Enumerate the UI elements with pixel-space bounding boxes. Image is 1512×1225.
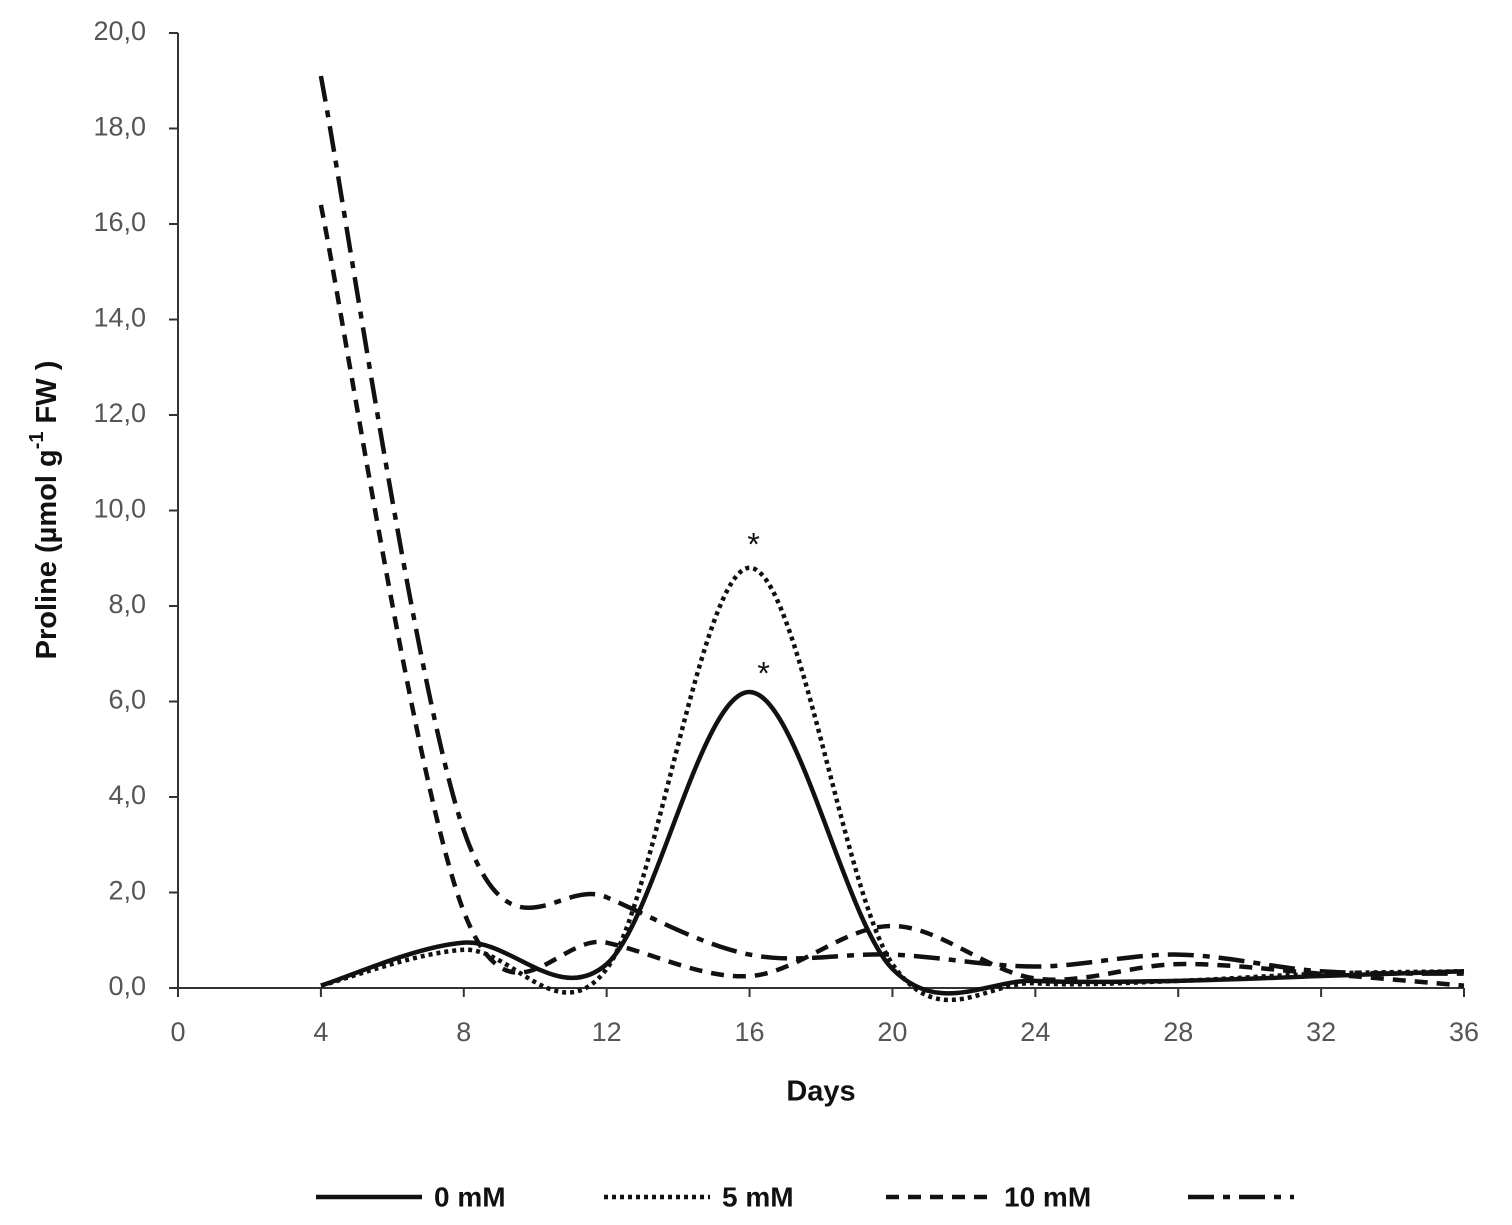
y-tick-label: 20,0 [93, 16, 146, 46]
y-axis-label: Proline (µmol g-1 FW ) [26, 361, 62, 660]
series-line [318, 75, 1465, 976]
legend-label: 5 mM [722, 1181, 794, 1212]
y-tick-label: 0,0 [108, 971, 146, 1001]
x-tick-label: 36 [1449, 1017, 1479, 1047]
y-tick-label: 2,0 [108, 876, 146, 906]
y-tick-label: 6,0 [108, 685, 146, 715]
y-label-text: Proline (µmol g [31, 449, 63, 659]
x-tick-label: 0 [170, 1017, 185, 1047]
x-tick-label: 8 [456, 1017, 471, 1047]
x-axis-label: Days [786, 1076, 855, 1108]
y-tick-label: 10,0 [93, 494, 146, 524]
y-tick-label: 18,0 [93, 112, 146, 142]
series-line [318, 204, 1465, 988]
x-tick-label: 16 [735, 1017, 765, 1047]
y-tick-label: 16,0 [93, 207, 146, 237]
annotation: * [747, 527, 759, 563]
series-line [320, 689, 1465, 996]
y-tick-label: 14,0 [93, 303, 146, 333]
annotation: * [757, 656, 769, 692]
series-line [320, 565, 1465, 1003]
x-tick-label: 20 [877, 1017, 907, 1047]
x-tick-label: 32 [1306, 1017, 1336, 1047]
y-tick-label: 8,0 [108, 589, 146, 619]
x-tick-label: 4 [313, 1017, 328, 1047]
legend-label: 0 mM [434, 1181, 506, 1212]
x-tick-label: 28 [1163, 1017, 1193, 1047]
y-tick-label: 4,0 [108, 780, 146, 810]
x-tick-label: 24 [1020, 1017, 1050, 1047]
y-tick-label: 12,0 [93, 398, 146, 428]
x-tick-label: 12 [592, 1017, 622, 1047]
y-label-sup: -1 [26, 432, 48, 450]
y-label-after: FW ) [31, 361, 63, 432]
legend-label: 10 mM [1004, 1181, 1091, 1212]
